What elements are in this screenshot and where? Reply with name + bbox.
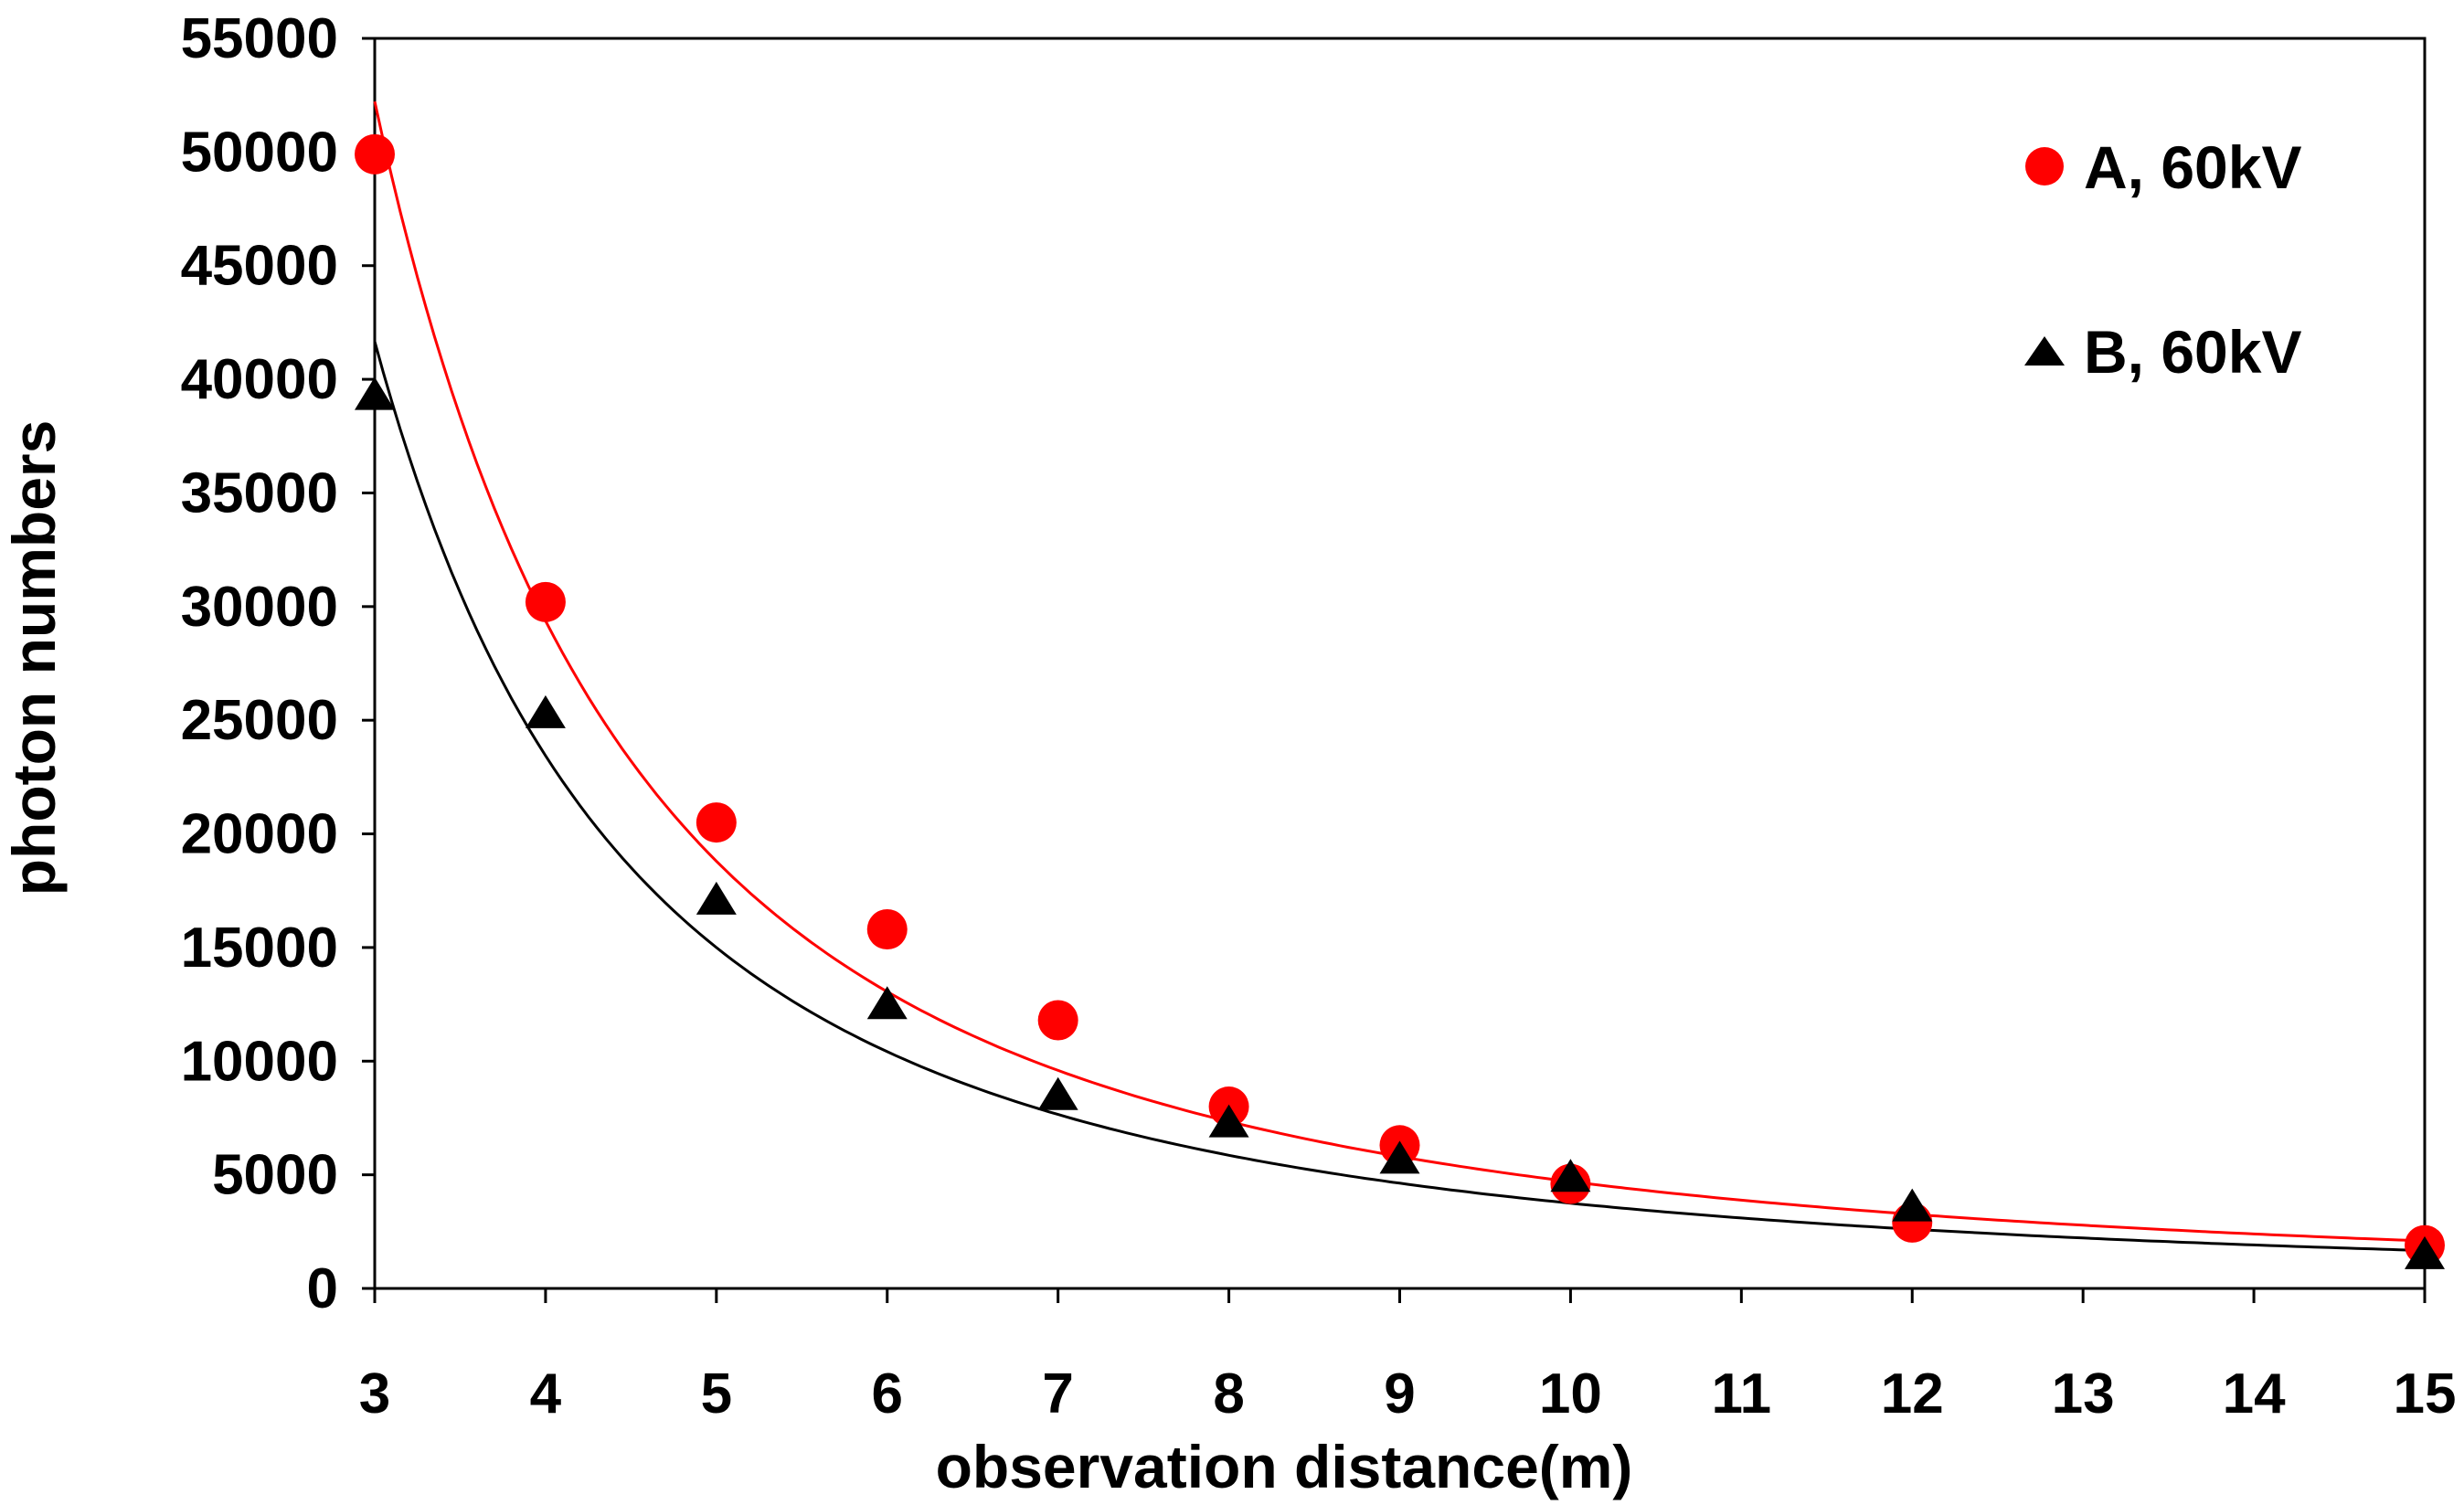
y-tick-label: 10000 bbox=[181, 1030, 338, 1093]
x-tick-label: 12 bbox=[1881, 1362, 1944, 1426]
data-point-b bbox=[1379, 1140, 1420, 1174]
data-point-b bbox=[525, 694, 566, 728]
data-point-b bbox=[1550, 1159, 1591, 1192]
data-point-a bbox=[866, 909, 908, 950]
data-point-b bbox=[1892, 1188, 1933, 1222]
y-tick-label: 55000 bbox=[181, 7, 338, 70]
x-axis: 3 4 5 6 7 8 9 10 11 12 13 14 15 bbox=[359, 1288, 2457, 1426]
y-tick-label: 20000 bbox=[181, 803, 338, 866]
data-point-b bbox=[866, 986, 908, 1020]
x-tick-label: 3 bbox=[359, 1362, 390, 1426]
y-tick-label: 30000 bbox=[181, 576, 338, 639]
x-tick-label: 10 bbox=[1539, 1362, 1602, 1426]
data-point-b bbox=[355, 376, 395, 410]
data-point-b bbox=[2405, 1235, 2445, 1269]
x-tick-label: 5 bbox=[701, 1362, 732, 1426]
x-tick-label: 7 bbox=[1042, 1362, 1073, 1426]
y-tick-label: 35000 bbox=[181, 461, 338, 525]
legend-marker-a bbox=[2025, 147, 2064, 185]
y-tick-label: 40000 bbox=[181, 348, 338, 411]
x-tick-label: 14 bbox=[2223, 1362, 2286, 1426]
fit-line-b bbox=[373, 341, 2426, 1252]
data-point-a bbox=[1037, 1000, 1078, 1041]
y-tick-label: 0 bbox=[307, 1257, 338, 1320]
x-axis-title: observation distance(m) bbox=[936, 1433, 1633, 1500]
legend-label-b: B, 60kV bbox=[2084, 318, 2301, 386]
y-tick-label: 45000 bbox=[181, 235, 338, 298]
data-point-a bbox=[696, 802, 737, 843]
y-tick-label: 25000 bbox=[181, 689, 338, 752]
x-tick-label: 6 bbox=[872, 1362, 903, 1426]
x-tick-label: 13 bbox=[2052, 1362, 2115, 1426]
data-point-b bbox=[1208, 1104, 1249, 1138]
data-point-a bbox=[355, 133, 395, 175]
x-tick-label: 4 bbox=[530, 1362, 562, 1426]
y-tick-label: 5000 bbox=[212, 1144, 338, 1207]
data-markers bbox=[355, 133, 2445, 1269]
y-axis-title: photon numbers bbox=[0, 420, 68, 896]
x-tick-label: 8 bbox=[1213, 1362, 1244, 1426]
legend: A, 60kV B, 60kV bbox=[2024, 133, 2301, 386]
legend-marker-b bbox=[2024, 336, 2065, 366]
legend-label-a: A, 60kV bbox=[2084, 133, 2301, 201]
data-point-b bbox=[1037, 1076, 1078, 1110]
x-tick-label: 9 bbox=[1384, 1362, 1415, 1426]
x-tick-label: 15 bbox=[2394, 1362, 2457, 1426]
y-tick-label: 15000 bbox=[181, 917, 338, 980]
data-point-b bbox=[696, 881, 737, 915]
y-axis: 0 5000 10000 15000 20000 25000 30000 35000 40000… bbox=[181, 7, 375, 1320]
data-point-a bbox=[525, 581, 566, 622]
x-tick-label: 11 bbox=[1712, 1362, 1772, 1426]
y-tick-label: 50000 bbox=[181, 121, 338, 184]
